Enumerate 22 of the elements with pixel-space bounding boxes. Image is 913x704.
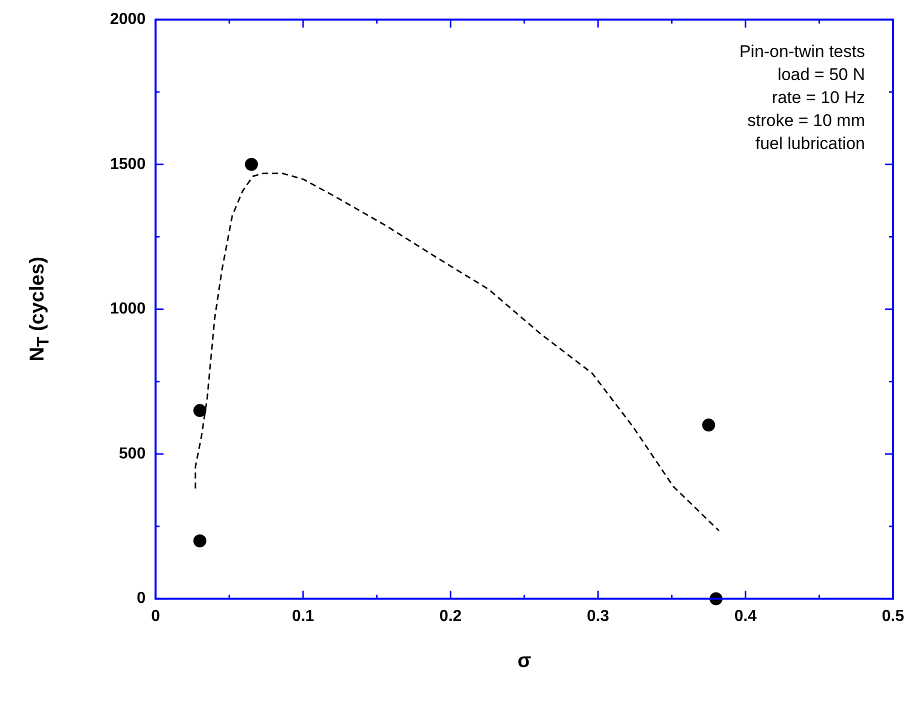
x-axis-title: σ [516,650,532,673]
y-tick-label: 0 [136,590,146,608]
x-tick-label: 0 [151,608,160,625]
point [193,534,206,548]
annotation: fuel lubrication [754,132,865,155]
x-tick-label: 0.2 [439,608,462,625]
annotation: stroke = 10 mm [746,110,865,132]
x-tick-label: 0.4 [734,608,757,625]
point [244,158,258,171]
annotation: load = 50 N [776,64,865,86]
line-series [194,172,720,532]
x-tick-label: 0.1 [292,608,314,625]
x-tick-label: 0.5 [882,608,904,625]
y-tick-label: 1000 [110,300,146,318]
point [702,418,716,432]
y-tick-label: 1500 [110,156,146,173]
y-tick-label: 2000 [110,11,146,28]
x-tick-label: 0.3 [586,608,610,625]
annotation: Pin-on-twin tests [739,40,865,63]
y-tick-label: 500 [118,445,146,462]
point [193,404,206,418]
annotation: rate = 10 Hz [770,86,865,109]
